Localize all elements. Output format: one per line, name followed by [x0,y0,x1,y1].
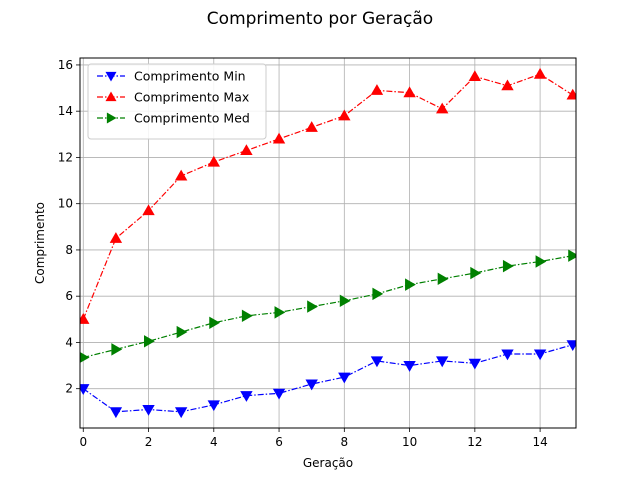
series-1 [80,340,576,419]
legend-item: Comprimento Max [97,90,249,105]
data-point [372,287,384,301]
grid [80,58,576,428]
data-point [142,204,155,216]
data-point [174,407,188,419]
legend-marker [105,71,117,82]
series-line [82,344,573,413]
y-tick-label: 16 [58,58,73,72]
x-tick-label: 0 [79,435,87,449]
data-point [436,102,449,114]
series-line [83,255,573,359]
legend-marker [105,91,117,102]
data-point [533,67,547,79]
x-tick-label: 12 [467,435,482,449]
y-tick-label: 10 [58,197,73,211]
x-tick-label: 2 [145,435,153,449]
x-tick-label: 8 [340,435,348,449]
data-point [501,349,514,361]
legend-label: Comprimento Max [134,90,249,105]
data-point [80,352,90,363]
data-point [403,86,416,98]
data-point [437,272,449,286]
data-point [566,88,576,100]
data-point [468,358,482,370]
data-point [142,404,155,416]
ticks: 0 2 4 6 8 10 12 14 2 4 6 8 10 12 14 16 [58,58,548,449]
data-point [207,155,220,167]
data-point [111,343,123,356]
data-point [566,340,576,352]
y-axis-label: Comprimento [33,202,47,284]
data-point [240,144,253,156]
data-point [109,407,123,419]
series-2 [80,67,576,324]
legend-box [87,63,267,140]
data-point [274,306,286,319]
y-tick-label: 12 [58,150,73,164]
legend-label: Comprimento Med [134,111,250,126]
data-point [535,255,547,268]
plot-frame [79,57,577,429]
x-axis-label: Geração [303,456,353,470]
data-point [501,79,514,91]
legend-marker [106,112,117,124]
data-point [338,109,351,121]
data-point [338,372,351,384]
series-line [82,73,574,320]
y-tick-label: 8 [65,243,73,257]
y-tick-label: 2 [65,382,73,396]
legend-item: Comprimento Min [97,69,246,84]
data-point [305,121,318,132]
y-tick-label: 6 [65,289,73,303]
data-point [174,169,188,181]
x-tick-label: 4 [210,435,218,449]
data-point [80,313,90,324]
data-point [272,132,286,144]
y-tick-label: 14 [58,104,73,118]
data-point [240,391,253,402]
y-tick-label: 4 [65,335,73,349]
data-point [533,349,547,361]
data-point [436,356,449,368]
data-point [403,361,416,372]
data-point [207,400,220,412]
data-point [370,84,384,95]
chart-title: Comprimento por Geração [207,9,433,29]
legend: Comprimento Min Comprimento Max Compriment… [87,63,267,140]
data-point [272,388,286,400]
x-tick-label: 14 [532,435,547,449]
legend-label: Comprimento Min [134,69,246,84]
data-point [241,309,253,323]
data-point [470,266,482,280]
x-tick-label: 10 [402,435,417,449]
data-point [468,70,482,82]
series-layer [80,67,576,419]
data-point [339,294,351,308]
data-point [502,259,514,273]
series-3 [80,249,576,363]
data-point [144,335,155,348]
legend-item: Comprimento Med [97,111,250,126]
data-point [80,384,90,395]
data-point [405,278,416,291]
data-point [307,300,318,313]
data-point [209,316,221,329]
x-tick-label: 6 [275,435,283,449]
data-point [109,232,123,243]
data-point [305,379,318,391]
data-point [568,249,576,262]
data-point [370,356,384,368]
data-point [176,325,188,339]
